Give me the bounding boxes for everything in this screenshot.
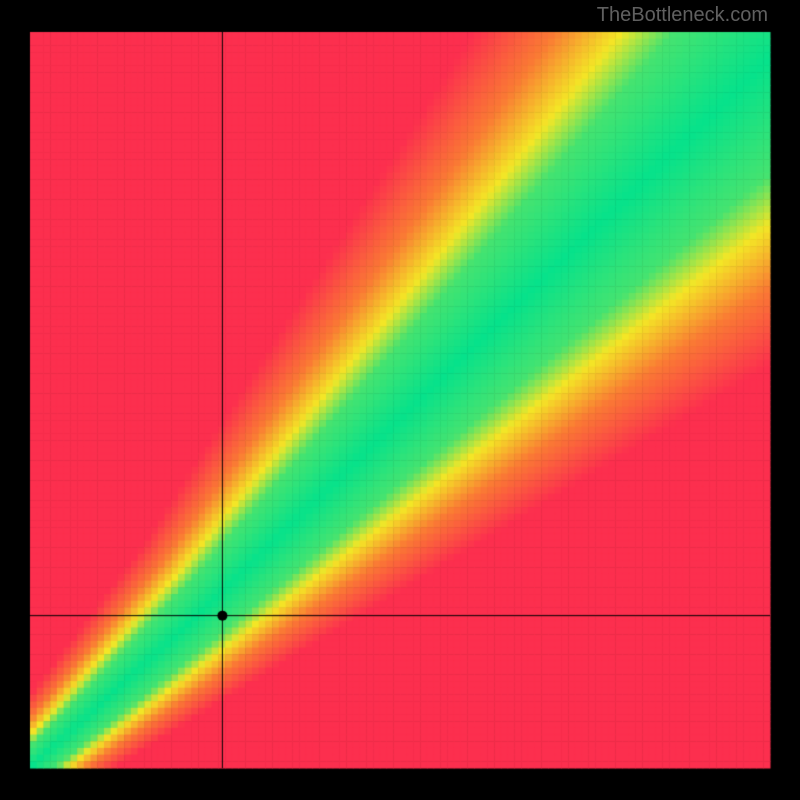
chart-container: TheBottleneck.com <box>0 0 800 800</box>
heatmap-canvas <box>0 0 800 800</box>
watermark-text: TheBottleneck.com <box>597 4 768 27</box>
